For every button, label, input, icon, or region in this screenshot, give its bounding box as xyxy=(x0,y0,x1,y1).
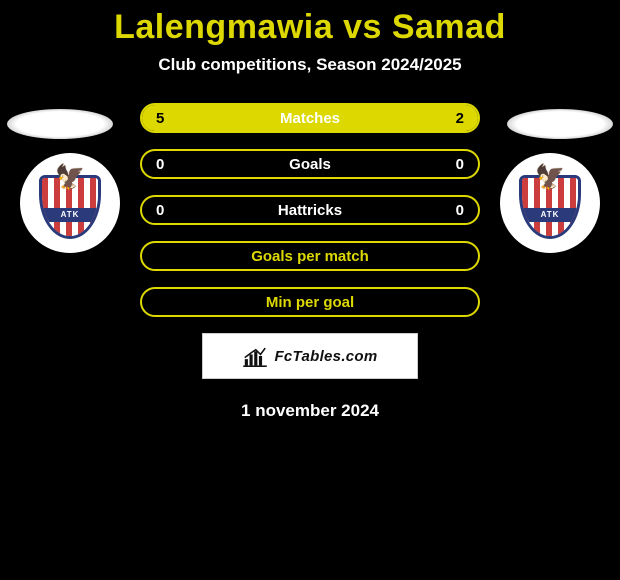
brand-box[interactable]: FcTables.com xyxy=(202,333,418,379)
comparison-stage: ATK 🦅 ATK 🦅 52Matches00Goals00HattricksG… xyxy=(0,103,620,317)
brand-text: FcTables.com xyxy=(274,348,377,365)
shield-icon: ATK 🦅 xyxy=(39,167,101,239)
eagle-icon: 🦅 xyxy=(535,163,565,192)
page-subtitle: Club competitions, Season 2024/2025 xyxy=(0,55,620,75)
shield-icon: ATK 🦅 xyxy=(519,167,581,239)
bar-value-left: 5 xyxy=(156,110,164,127)
stat-bar: 0 0Hattricks xyxy=(140,195,480,225)
bar-value-right: 0 xyxy=(456,156,464,173)
bar-label: Goals per match xyxy=(142,248,478,265)
bar-chart-icon xyxy=(242,345,268,367)
team-badge-right: ATK 🦅 xyxy=(500,153,600,253)
page-title: Lalengmawia vs Samad xyxy=(0,0,620,47)
bar-value-right: 0 xyxy=(456,202,464,219)
bar-label: Goals xyxy=(142,156,478,173)
bar-label: Hattricks xyxy=(142,202,478,219)
avatar-shadow-left xyxy=(7,109,113,139)
stat-bar: Goals per match xyxy=(140,241,480,271)
bar-label: Min per goal xyxy=(142,294,478,311)
bar-fill-left xyxy=(142,105,381,131)
stat-bar: 52Matches xyxy=(140,103,480,133)
bar-value-left: 0 xyxy=(156,202,164,219)
stat-bar: 0 0Goals xyxy=(140,149,480,179)
stat-bar: Min per goal xyxy=(140,287,480,317)
team-badge-left: ATK 🦅 xyxy=(20,153,120,253)
eagle-icon: 🦅 xyxy=(55,163,85,192)
avatar-shadow-right xyxy=(507,109,613,139)
stat-bars: 52Matches00Goals00HattricksGoals per mat… xyxy=(140,103,480,317)
date-text: 1 november 2024 xyxy=(0,401,620,421)
bar-value-right: 2 xyxy=(456,110,464,127)
bar-value-left: 0 xyxy=(156,156,164,173)
